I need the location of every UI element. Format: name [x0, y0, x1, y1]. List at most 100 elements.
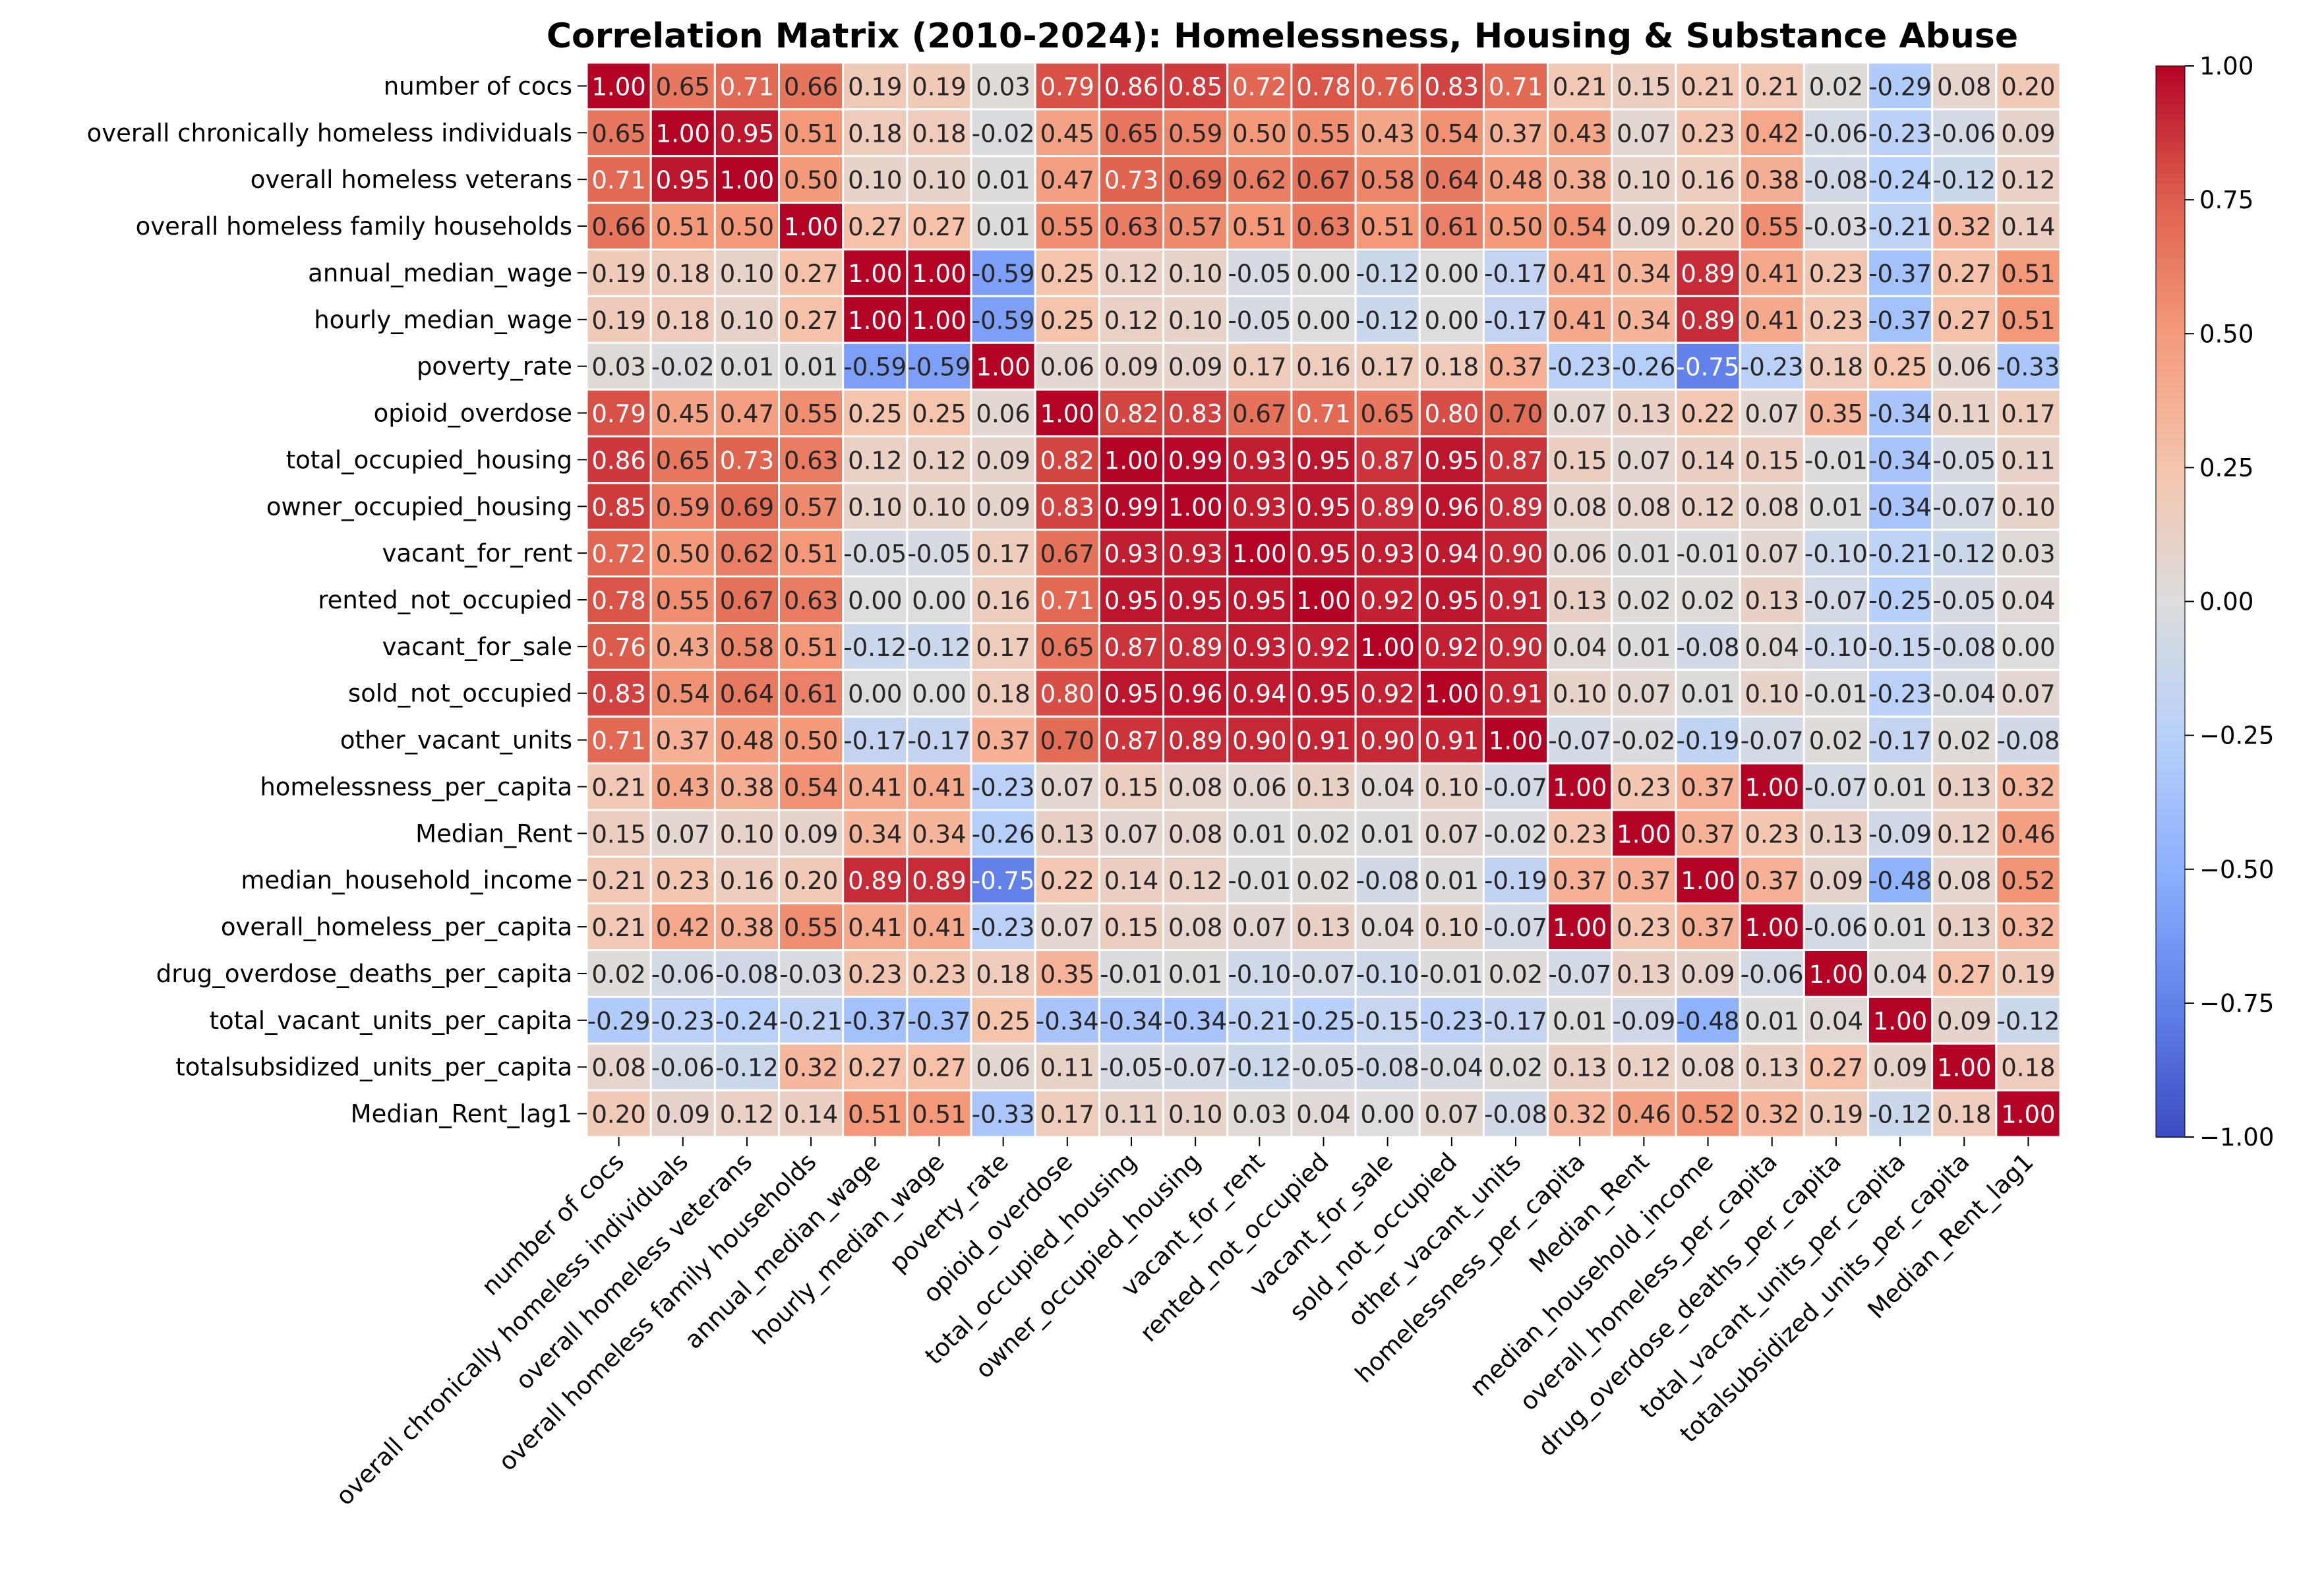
colorbar-segment [2156, 339, 2185, 345]
colorbar-segment [2156, 446, 2185, 452]
cell-value-label: -0.02 [972, 119, 1035, 148]
colorbar-segment [2156, 488, 2185, 495]
heatmap-cell [906, 762, 972, 811]
row-tick-label: median_household_income [241, 866, 572, 894]
cell-value-label: -0.08 [715, 960, 779, 989]
colorbar-segment [2156, 923, 2185, 929]
heatmap-cell [778, 809, 845, 858]
cell-value-label: 0.09 [1873, 1054, 1927, 1082]
cell-value-label: 0.37 [1745, 867, 1799, 895]
heatmap-cell [1162, 1089, 1229, 1138]
cell-value-label: -0.17 [1484, 306, 1547, 335]
heatmap-cell [1098, 482, 1165, 531]
cell-value-label: -0.12 [1932, 166, 1996, 194]
heatmap-cell [906, 295, 972, 344]
cell-value-label: -0.59 [972, 306, 1035, 335]
cell-value-label: 0.10 [1553, 680, 1607, 709]
heatmap-cell [1098, 902, 1165, 952]
heatmap-cell [970, 248, 1036, 297]
cell-value-label: 0.02 [591, 960, 645, 989]
heatmap-cell [1547, 155, 1613, 204]
heatmap-cell [842, 575, 909, 624]
heatmap-cell [1739, 482, 1805, 531]
cell-value-label: 0.64 [720, 680, 774, 709]
cell-value-label: 0.59 [1168, 119, 1222, 148]
cell-value-label: 0.57 [784, 493, 838, 521]
cell-value-label: 0.17 [976, 540, 1030, 568]
cell-value-label: 0.93 [1232, 446, 1286, 475]
heatmap-cell [1354, 762, 1421, 811]
colorbar-segment [2156, 392, 2185, 399]
cell-value-label: 0.08 [1937, 867, 1991, 895]
cell-value-label: -0.23 [1868, 680, 1932, 709]
cell-value-label: 0.91 [1296, 727, 1350, 755]
cell-value-label: 0.65 [656, 73, 710, 101]
colorbar-segment [2156, 82, 2185, 88]
cell-value-label: -0.06 [651, 960, 715, 989]
cell-value-label: 0.95 [1168, 587, 1222, 615]
cell-value-label: 0.06 [1040, 353, 1094, 382]
cell-value-label: 0.65 [1040, 633, 1094, 662]
heatmap-cell [778, 155, 845, 204]
heatmap-cell [778, 341, 845, 391]
cell-value-label: 0.47 [1040, 166, 1094, 194]
colorbar-segment [2156, 1040, 2185, 1047]
cell-value-label: 0.94 [1232, 680, 1286, 709]
heatmap-cell [1675, 202, 1741, 250]
cell-value-label: -0.19 [1677, 727, 1740, 755]
row-tick-label: overall_homeless_per_capita [221, 913, 572, 941]
heatmap-cell [1354, 949, 1421, 998]
heatmap-cell [1418, 715, 1485, 765]
cell-value-label: -0.12 [1868, 1101, 1932, 1129]
heatmap-cell [1675, 295, 1741, 344]
colorbar-segment [2156, 687, 2185, 693]
cell-value-label: 0.45 [1040, 119, 1094, 148]
cell-value-label: 0.08 [1553, 493, 1607, 521]
cell-value-label: 0.69 [720, 493, 774, 521]
cell-value-label: 0.00 [912, 680, 966, 709]
cell-value-label: 0.21 [1681, 73, 1735, 101]
colorbar-segment [2156, 280, 2185, 287]
colorbar-segment [2156, 467, 2185, 474]
heatmap-cell [1866, 61, 1934, 111]
colorbar-segment [2156, 98, 2185, 104]
heatmap-cell [585, 762, 652, 811]
cell-value-label: 0.43 [1360, 119, 1414, 148]
colorbar-segment [2156, 960, 2185, 966]
cell-value-label: 0.23 [1617, 773, 1671, 802]
cell-value-label: 0.01 [1745, 1007, 1799, 1036]
colorbar-segment [2156, 430, 2185, 436]
heatmap-cell [1226, 949, 1293, 998]
colorbar-segment [2156, 623, 2185, 629]
row-tick-label: totalsubsidized_units_per_capita [175, 1053, 572, 1082]
heatmap-cell [1675, 155, 1741, 204]
cell-value-label: 0.93 [1232, 493, 1286, 521]
heatmap-cell [1226, 341, 1293, 391]
cell-value-label: 0.00 [912, 587, 966, 615]
cell-value-label: 0.02 [1489, 960, 1543, 989]
heatmap-cell [1290, 995, 1357, 1045]
heatmap-cell [842, 856, 909, 905]
heatmap-cell [1547, 995, 1613, 1045]
cell-value-label: -0.10 [1356, 960, 1419, 989]
heatmap-cell [906, 341, 972, 391]
cell-value-label: -0.48 [1677, 1007, 1740, 1036]
heatmap-cell [649, 435, 716, 484]
cell-value-label: 0.16 [1296, 353, 1350, 382]
cell-value-label: 0.15 [1104, 914, 1158, 942]
cell-value-label: 0.16 [1681, 166, 1735, 194]
colorbar-segment [2156, 564, 2185, 570]
heatmap-cell [1162, 995, 1229, 1045]
cell-value-label: -0.07 [1484, 773, 1547, 802]
heatmap-cell [1675, 995, 1741, 1045]
heatmap-cell [649, 108, 716, 158]
cell-value-label: 0.32 [784, 1054, 838, 1082]
colorbar-segment [2156, 880, 2185, 887]
cell-value-label: 0.41 [1745, 260, 1799, 288]
heatmap-cell [1547, 762, 1613, 811]
cell-value-label: 1.00 [1232, 540, 1286, 568]
colorbar-segment [2156, 542, 2185, 549]
heatmap-cell [1482, 529, 1549, 578]
cell-value-label: 0.37 [1681, 820, 1735, 848]
heatmap-cell [585, 482, 652, 531]
